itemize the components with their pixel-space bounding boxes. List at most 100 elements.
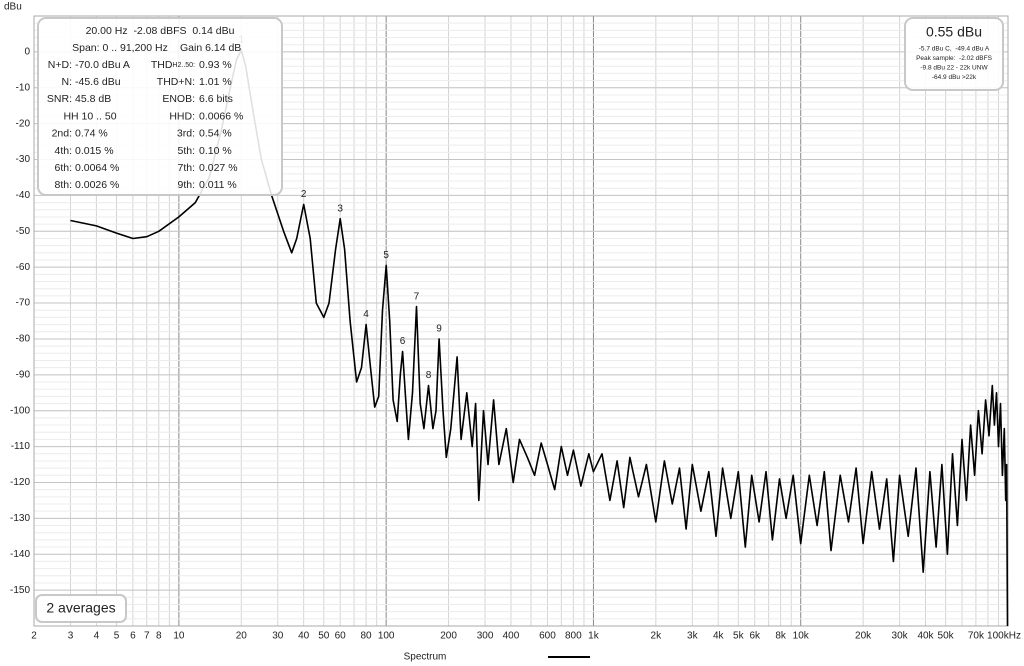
x-tick-label: 80 [361, 631, 373, 642]
readout-label: HHD: [169, 110, 195, 122]
readout-value: 0.0064 % [75, 162, 119, 174]
y-tick-label: -140 [10, 549, 30, 560]
y-tick-label: -110 [11, 441, 31, 452]
x-tick-label: 100 [378, 631, 395, 642]
readout-label-main: THD [151, 59, 173, 71]
spectrum-line [70, 49, 1009, 627]
level-line: -64.9 dBu >22k [932, 74, 977, 81]
readout-label: 9th: [177, 179, 195, 191]
readout-label: 5th: [177, 145, 195, 157]
x-tick-label: 7 [144, 631, 150, 642]
readout-label: THDH2..50: [151, 59, 195, 71]
y-tick-label: -20 [16, 118, 31, 129]
readout-label: SNR: [47, 93, 72, 105]
readout-value: 45.8 dB [75, 93, 111, 105]
readout-label: N: [62, 76, 73, 88]
x-tick-label: 5k [733, 631, 745, 642]
x-tick-label: 4k [713, 631, 725, 642]
readout-label: 2nd: [52, 128, 72, 140]
x-tick-label: 6k [749, 631, 761, 642]
readout-span: Span: 0 .. 91,200 Hz [72, 42, 168, 54]
x-tick-label: 300 [477, 631, 494, 642]
harmonic-label: 2 [301, 189, 307, 200]
averages-box: 2 averages [35, 594, 127, 623]
x-tick-label: 70k [968, 631, 985, 642]
y-tick-label: 0 [24, 47, 30, 58]
readout-value: 0.027 % [199, 162, 238, 174]
x-tick-label: 10k [793, 631, 810, 642]
x-tick-label: 200 [440, 631, 457, 642]
readout-label: 6th: [54, 162, 72, 174]
x-tick-label: 1k [588, 631, 600, 642]
readout-label-sub: H2..50: [172, 62, 195, 69]
averages-frame [35, 594, 127, 623]
x-tick-label: 30 [272, 631, 284, 642]
readout-value: 0.93 % [199, 59, 232, 71]
readout-value: 0.74 % [75, 128, 108, 140]
harmonic-label: 8 [426, 370, 432, 381]
readout-label: 4th: [54, 145, 72, 157]
readout-rows: N+D: -70.0 dBu A THDH2..50: 0.93 % N: -45.6 d… [47, 59, 243, 191]
y-tick-label: -90 [16, 369, 31, 380]
level-frame [904, 17, 1004, 91]
harmonic-label: 9 [436, 324, 442, 335]
x-tick-label: 30k [892, 631, 909, 642]
x-tick-label: 8 [156, 631, 162, 642]
readout-value: 0.011 % [199, 179, 237, 191]
x-tick-label: 10 [173, 631, 185, 642]
readout-box: 20.00 Hz -2.08 dBFS 0.14 dBu Span: 0 .. … [37, 17, 283, 196]
level-line: Peak sample: -2.02 dBFS [916, 55, 993, 62]
y-tick-label: -130 [10, 513, 30, 524]
readout-header: 20.00 Hz -2.08 dBFS 0.14 dBu [86, 25, 235, 37]
y-axis-label: dBu [4, 2, 22, 13]
x-tick-label: 60 [335, 631, 347, 642]
harmonic-label: 6 [400, 336, 406, 347]
x-axis-label: Spectrum [404, 652, 447, 663]
plot-frame [33, 15, 1009, 627]
x-tick-label: 100kHz [987, 631, 1021, 642]
y-tick-label: -10 [16, 82, 31, 93]
harmonic-label: 5 [383, 250, 389, 261]
level-lines: -5.7 dBu C, -49.4 dBu A Peak sample: -2.0… [916, 46, 993, 82]
harmonic-label: 4 [363, 309, 369, 320]
harmonic-label: 3 [337, 203, 343, 214]
readout-value: 0.0026 % [75, 179, 119, 191]
readout-value: -70.0 dBu A [75, 59, 130, 71]
readout-value: 6.6 bits [199, 93, 233, 105]
x-tick-label: 6 [130, 631, 136, 642]
readout-value: -45.6 dBu [75, 76, 121, 88]
readout-label: 8th: [54, 179, 72, 191]
y-tick-label: -50 [16, 226, 31, 237]
averages-label: 2 averages [46, 600, 115, 616]
readout-gain: Gain 6.14 dB [180, 42, 241, 54]
x-tick-label: 800 [565, 631, 582, 642]
readout-value: 0.54 % [199, 128, 232, 140]
readout-label: N+D: [48, 59, 72, 71]
x-tick-label: 3k [687, 631, 699, 642]
x-tick-label: 40 [298, 631, 310, 642]
x-tick-label: 3 [68, 631, 74, 642]
x-tick-label: 50 [318, 631, 330, 642]
y-tick-label: -60 [16, 262, 31, 273]
readout-label: HH 10 .. 50 [63, 110, 116, 122]
x-tick-label: 40k [917, 631, 934, 642]
readout-frame [37, 17, 283, 196]
readout-value: 0.015 % [75, 145, 114, 157]
readout-value: 0.10 % [199, 145, 232, 157]
y-tick-label: -30 [16, 154, 31, 165]
readout-label: ENOB: [162, 93, 195, 105]
y-tick-label: -40 [16, 190, 31, 201]
level-line: -5.7 dBu C, -49.4 dBu A [919, 46, 990, 53]
level-box: 0.55 dBu -5.7 dBu C, -49.4 dBu A Peak sam… [904, 17, 1004, 91]
x-tick-label: 4 [94, 631, 100, 642]
readout-label: 3rd: [177, 128, 195, 140]
x-tick-label: 600 [539, 631, 556, 642]
x-tick-label: 20k [855, 631, 872, 642]
harmonic-label: 7 [414, 291, 420, 302]
y-tick-label: -150 [10, 585, 30, 596]
readout-label: THD+N: [157, 76, 195, 88]
x-tick-label: 5 [114, 631, 120, 642]
y-tick-label: -120 [10, 477, 30, 488]
level-line: -9.8 dBu 22 - 22k UNW [920, 65, 988, 72]
